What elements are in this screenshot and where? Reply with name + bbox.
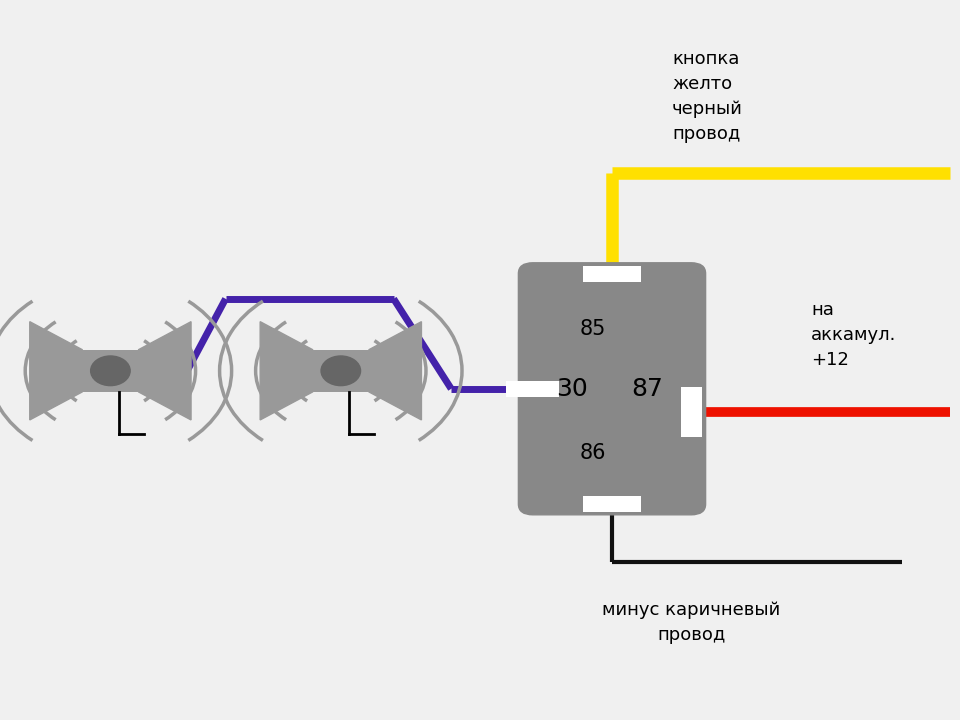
Bar bbox=[507, 381, 560, 397]
Bar bbox=[313, 350, 369, 392]
Text: 30: 30 bbox=[557, 377, 588, 401]
Polygon shape bbox=[260, 322, 313, 420]
Text: 85: 85 bbox=[580, 319, 606, 339]
Polygon shape bbox=[369, 322, 421, 420]
Polygon shape bbox=[138, 322, 191, 420]
Bar bbox=[83, 350, 138, 392]
Circle shape bbox=[90, 356, 131, 386]
Circle shape bbox=[321, 356, 361, 386]
FancyBboxPatch shape bbox=[518, 263, 706, 515]
Text: на
аккамул.
+12: на аккамул. +12 bbox=[811, 301, 897, 369]
Text: 86: 86 bbox=[580, 444, 607, 463]
Bar bbox=[584, 266, 641, 282]
Text: минус каричневый
провод: минус каричневый провод bbox=[602, 601, 780, 644]
Bar bbox=[681, 387, 702, 437]
Polygon shape bbox=[30, 322, 83, 420]
Bar bbox=[584, 496, 641, 512]
Text: 87: 87 bbox=[631, 377, 662, 401]
Text: кнопка
желто
черный
провод: кнопка желто черный провод bbox=[672, 50, 743, 143]
